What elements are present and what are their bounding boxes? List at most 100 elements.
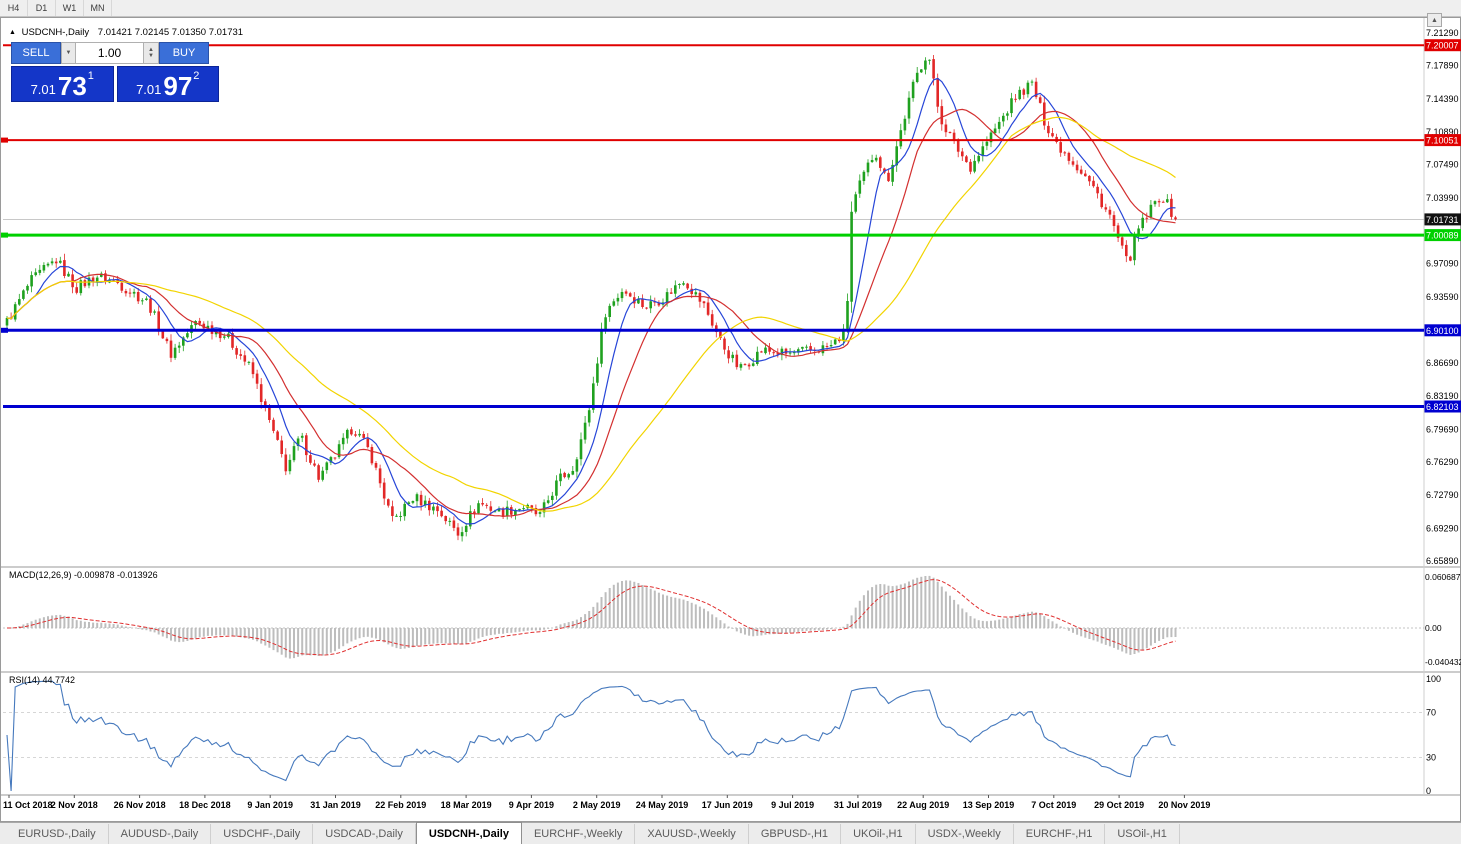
price-tag-text: 6.90100 bbox=[1426, 326, 1459, 336]
timeframe-button-mn[interactable]: MN bbox=[84, 0, 112, 16]
price-axis-label: 7.03990 bbox=[1426, 193, 1459, 203]
chart-tab-ukoil-h1[interactable]: UKOil-,H1 bbox=[841, 824, 916, 844]
date-label: 9 Jan 2019 bbox=[247, 800, 293, 810]
price-axis-label: 7.07490 bbox=[1426, 160, 1459, 170]
price-axis-label: 6.76290 bbox=[1426, 457, 1459, 467]
sell-price-display[interactable]: 7.01 73 1 bbox=[11, 66, 114, 102]
rsi-axis-label: 0 bbox=[1426, 786, 1431, 796]
price-axis-label: 7.17890 bbox=[1426, 60, 1459, 70]
buy-button[interactable]: BUY bbox=[159, 42, 209, 64]
line-handle bbox=[1, 327, 8, 333]
price-tag-text: 6.82103 bbox=[1426, 402, 1459, 412]
price-axis-label: 6.72790 bbox=[1426, 490, 1459, 500]
date-label: 2 Nov 2018 bbox=[51, 800, 98, 810]
price-tag-text: 7.01731 bbox=[1426, 215, 1459, 225]
price-tag bbox=[1424, 39, 1461, 52]
sell-price-big: 73 bbox=[57, 70, 87, 101]
ma-line-8 bbox=[6, 77, 1176, 525]
price-tag-text: 7.20007 bbox=[1426, 41, 1459, 51]
price-tag bbox=[1424, 213, 1461, 226]
macd-axis-label: 0.060687 bbox=[1425, 572, 1461, 582]
chart-tab-audusd-daily[interactable]: AUDUSD-,Daily bbox=[109, 824, 212, 844]
date-label: 18 Mar 2019 bbox=[441, 800, 492, 810]
date-label: 18 Dec 2018 bbox=[179, 800, 231, 810]
date-label: 29 Oct 2019 bbox=[1094, 800, 1144, 810]
rsi-indicator-label: RSI(14) 44.7742 bbox=[9, 675, 76, 685]
price-axis: 7.21290 7.17890 7.14390 7.10890 7.07490 7.039… bbox=[1424, 28, 1461, 796]
macd-axis-label: 0.00 bbox=[1425, 623, 1442, 633]
line-handle bbox=[1, 137, 8, 143]
date-label: 24 May 2019 bbox=[636, 800, 689, 810]
rsi-axis-label: 70 bbox=[1426, 708, 1436, 718]
trade-prices-row: 7.01 73 1 7.01 97 2 bbox=[11, 66, 219, 102]
date-label: 9 Jul 2019 bbox=[771, 800, 814, 810]
price-tag-text: 7.10051 bbox=[1426, 136, 1459, 146]
collapse-triangle-icon[interactable]: ▲ bbox=[9, 29, 16, 36]
price-axis-label: 6.93590 bbox=[1426, 292, 1459, 302]
ma-line-40 bbox=[6, 116, 1176, 512]
buy-price-pipette: 2 bbox=[193, 70, 200, 82]
candles bbox=[5, 55, 1177, 542]
price-axis-label: 6.83190 bbox=[1426, 391, 1459, 401]
price-axis-label: 6.79690 bbox=[1426, 425, 1459, 435]
timeframe-button-h4[interactable]: H4 bbox=[0, 0, 28, 16]
date-label: 11 Oct 2018 bbox=[3, 800, 53, 810]
volume-input[interactable] bbox=[76, 42, 144, 64]
chart-tab-eurchf-h1[interactable]: EURCHF-,H1 bbox=[1014, 824, 1106, 844]
date-label: 22 Aug 2019 bbox=[897, 800, 949, 810]
chart-tab-gbpusd-h1[interactable]: GBPUSD-,H1 bbox=[749, 824, 842, 844]
chart-tab-usdcnh-daily[interactable]: USDCNH-,Daily bbox=[415, 822, 522, 844]
buy-price-main: 7.01 bbox=[136, 81, 162, 97]
date-label: 7 Oct 2019 bbox=[1031, 800, 1076, 810]
sell-price-main: 7.01 bbox=[30, 81, 56, 97]
price-axis-label: 7.10890 bbox=[1426, 127, 1459, 137]
date-label: 26 Nov 2018 bbox=[114, 800, 166, 810]
volume-preset-button[interactable]: ▼ bbox=[61, 42, 76, 64]
chart-tab-eurchf-weekly[interactable]: EURCHF-,Weekly bbox=[522, 824, 636, 844]
chart-title: ▲ USDCNH-,Daily 7.01421 7.02145 7.01350 … bbox=[9, 27, 243, 38]
macd-histogram bbox=[6, 575, 1177, 659]
date-label: 31 Jul 2019 bbox=[834, 800, 882, 810]
timeframe-button-d1[interactable]: D1 bbox=[28, 0, 56, 16]
sell-price-pipette: 1 bbox=[87, 70, 94, 82]
price-tag bbox=[1424, 134, 1461, 147]
price-axis-label: 6.97090 bbox=[1426, 259, 1459, 269]
price-chart-canvas[interactable]: 7.21290 7.17890 7.14390 7.10890 7.07490 7.039… bbox=[1, 18, 1461, 823]
price-axis-label: 7.14390 bbox=[1426, 94, 1459, 104]
one-click-trading-panel: SELL ▼ ▲▼ BUY 7.01 73 1 7.01 97 2 bbox=[11, 42, 219, 102]
price-axis-label: 6.65890 bbox=[1426, 556, 1459, 566]
date-label: 2 May 2019 bbox=[573, 800, 621, 810]
chart-tab-eurusd-daily[interactable]: EURUSD-,Daily bbox=[6, 824, 109, 844]
price-axis-label: 6.69290 bbox=[1426, 524, 1459, 534]
chart-tab-xauusd-weekly[interactable]: XAUUSD-,Weekly bbox=[635, 824, 749, 844]
timeframe-button-w1[interactable]: W1 bbox=[56, 0, 84, 16]
rsi-axis-label: 100 bbox=[1426, 674, 1441, 684]
chart-tabs-bar: EURUSD-,Daily AUDUSD-,Daily USDCHF-,Daily U… bbox=[0, 822, 1461, 844]
line-handle bbox=[1, 232, 8, 238]
price-axis-label: 6.86690 bbox=[1426, 358, 1459, 368]
ma-line-17 bbox=[6, 108, 1176, 517]
price-tag bbox=[1424, 400, 1461, 413]
chart-window: 7.21290 7.17890 7.14390 7.10890 7.07490 7.039… bbox=[0, 17, 1461, 822]
chart-tab-usoil-h1[interactable]: USOil-,H1 bbox=[1105, 824, 1180, 844]
chevron-down-icon: ▼ bbox=[65, 50, 72, 56]
date-label: 31 Jan 2019 bbox=[310, 800, 361, 810]
chevron-down-icon: ▼ bbox=[148, 53, 154, 59]
sell-button[interactable]: SELL bbox=[11, 42, 61, 64]
rsi-line bbox=[6, 680, 1176, 792]
volume-stepper[interactable]: ▲ ▼ bbox=[144, 42, 159, 64]
date-label: 13 Sep 2019 bbox=[963, 800, 1015, 810]
chart-tab-usdx-weekly[interactable]: USDX-,Weekly bbox=[916, 824, 1014, 844]
chart-title-ohlc: 7.01421 7.02145 7.01350 7.01731 bbox=[97, 27, 244, 38]
rsi-axis-label: 30 bbox=[1426, 752, 1436, 762]
chart-tab-usdcad-daily[interactable]: USDCAD-,Daily bbox=[313, 824, 416, 844]
chart-title-symbol: USDCNH-,Daily bbox=[21, 27, 90, 38]
scroll-up-button[interactable]: ▲ bbox=[1427, 13, 1442, 27]
buy-price-display[interactable]: 7.01 97 2 bbox=[116, 66, 219, 102]
date-label: 20 Nov 2019 bbox=[1158, 800, 1210, 810]
chart-tab-usdchf-daily[interactable]: USDCHF-,Daily bbox=[211, 824, 314, 844]
macd-indicator-label: MACD(12,26,9) -0.009878 -0.013926 bbox=[9, 570, 158, 580]
timeframe-toolbar: H4 D1 W1 MN bbox=[0, 0, 1461, 17]
date-label: 17 Jun 2019 bbox=[702, 800, 753, 810]
